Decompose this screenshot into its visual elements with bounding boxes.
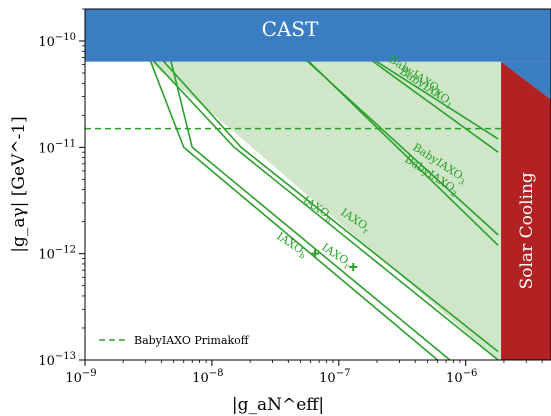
- y-tick-label-3-mantissa: 10: [38, 35, 55, 50]
- x-axis-label: |g_aN^eff|: [232, 395, 324, 415]
- shaded-region-iaxo: [85, 9, 551, 360]
- y-tick-label-3-exponent: −10: [55, 32, 76, 43]
- x-tick-label-3-exponent: −6: [463, 368, 478, 379]
- x-tick-label-0: 10−9: [65, 368, 96, 386]
- x-tick-label-2-mantissa: 10: [319, 371, 336, 386]
- plot-frame: [84, 8, 551, 361]
- label-babyiaxo3-sub: 3: [457, 177, 466, 187]
- y-axis-label: |g_aγ| [GeV^-1]: [9, 116, 29, 253]
- label-iaxor-upper-sub: r: [362, 226, 370, 236]
- y-tick-label-0-exponent: −13: [55, 351, 76, 362]
- curve-iaxo-r-upper: [127, 21, 499, 353]
- y-tick-label-2-mantissa: 10: [38, 141, 55, 156]
- x-tick-label-3-mantissa: 10: [446, 371, 463, 386]
- plot-area: [85, 9, 551, 360]
- label-iaxob-lower-sub: b: [298, 250, 307, 260]
- curve-iaxo-b-lower: [134, 22, 439, 360]
- label-babyiaxo0-sub: 0: [433, 89, 442, 99]
- label-iaxob-lower: IAXOb: [273, 230, 310, 261]
- y-tick-label-2: 10−11: [38, 138, 76, 156]
- x-tick-label-1: 10−8: [192, 368, 223, 386]
- legend-label-babyiaxo-primakoff: BabyIAXO Primakoff: [134, 334, 250, 347]
- y-tick-label-0-mantissa: 10: [38, 354, 55, 369]
- region-label-solar-cooling: Solar Cooling: [517, 172, 537, 289]
- x-tick-label-1-exponent: −8: [209, 368, 224, 379]
- x-tick-label-0-mantissa: 10: [65, 371, 82, 386]
- region-label-cast: CAST: [262, 17, 319, 41]
- y-tick-label-1-exponent: −12: [55, 245, 76, 256]
- y-tick-label-3: 10−10: [38, 32, 76, 50]
- legend: BabyIAXO Primakoff: [99, 334, 250, 347]
- label-iaxor-lower-sub: r: [343, 261, 351, 271]
- y-tick-label-0: 10−13: [38, 351, 76, 369]
- x-tick-label-2-exponent: −7: [336, 368, 351, 379]
- label-babyiaxo2-sub: 2: [449, 189, 458, 199]
- label-babyiaxo1-sub: 1: [444, 101, 453, 111]
- x-tick-label-3: 10−6: [446, 368, 477, 386]
- marker-iaxor: [349, 262, 358, 271]
- x-tick-label-1-mantissa: 10: [192, 371, 209, 386]
- region-cast-corner: [501, 61, 551, 100]
- y-tick-label-1: 10−12: [38, 245, 76, 263]
- x-tick-label-2: 10−7: [319, 368, 350, 386]
- curve-iaxo-r-lower: [160, 22, 451, 360]
- region-solar-cooling: [501, 61, 551, 360]
- y-tick-label-2-exponent: −11: [55, 138, 76, 149]
- label-iaxob-upper-sub: b: [324, 214, 333, 224]
- y-tick-label-1-mantissa: 10: [38, 248, 55, 263]
- curve-iaxo-b-upper: [116, 21, 499, 360]
- region-cast: [85, 9, 551, 62]
- x-tick-label-0-exponent: −9: [82, 368, 97, 379]
- marker-iaxob: [311, 249, 320, 258]
